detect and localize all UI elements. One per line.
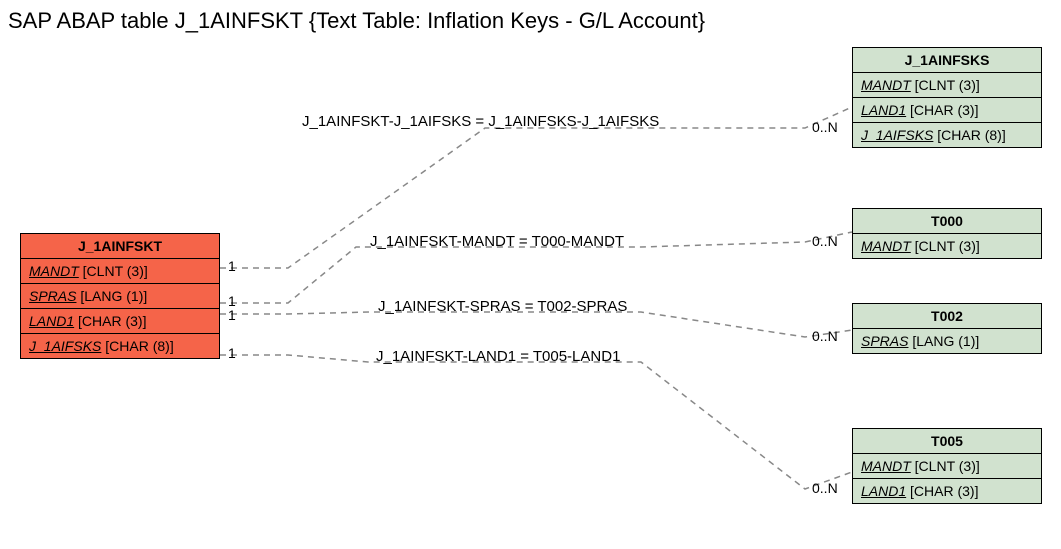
cardinality-right: 0..N — [812, 119, 838, 135]
entity-header: J_1AINFSKT — [21, 234, 219, 259]
cardinality-left: 1 — [228, 258, 236, 274]
entity-field: J_1AIFSKS [CHAR (8)] — [21, 334, 219, 358]
entity-header: J_1AINFSKS — [853, 48, 1041, 73]
entity-j1ainfsks: J_1AINFSKS MANDT [CLNT (3)] LAND1 [CHAR … — [852, 47, 1042, 148]
entity-t002: T002 SPRAS [LANG (1)] — [852, 303, 1042, 354]
entity-header: T002 — [853, 304, 1041, 329]
cardinality-right: 0..N — [812, 328, 838, 344]
relation-label: J_1AINFSKT-J_1AIFSKS = J_1AINFSKS-J_1AIF… — [302, 113, 659, 130]
entity-t005: T005 MANDT [CLNT (3)] LAND1 [CHAR (3)] — [852, 428, 1042, 504]
cardinality-left: 1 — [228, 345, 236, 361]
entity-field: LAND1 [CHAR (3)] — [21, 309, 219, 334]
entity-j1ainfskt: J_1AINFSKT MANDT [CLNT (3)] SPRAS [LANG … — [20, 233, 220, 359]
cardinality-right: 0..N — [812, 480, 838, 496]
entity-field: LAND1 [CHAR (3)] — [853, 479, 1041, 503]
relation-label: J_1AINFSKT-SPRAS = T002-SPRAS — [378, 298, 627, 315]
page-title: SAP ABAP table J_1AINFSKT {Text Table: I… — [8, 8, 705, 34]
entity-header: T000 — [853, 209, 1041, 234]
entity-field: LAND1 [CHAR (3)] — [853, 98, 1041, 123]
relation-label: J_1AINFSKT-LAND1 = T005-LAND1 — [376, 348, 620, 365]
entity-header: T005 — [853, 429, 1041, 454]
entity-field: MANDT [CLNT (3)] — [853, 454, 1041, 479]
entity-field: SPRAS [LANG (1)] — [853, 329, 1041, 353]
entity-field: SPRAS [LANG (1)] — [21, 284, 219, 309]
entity-field: J_1AIFSKS [CHAR (8)] — [853, 123, 1041, 147]
entity-field: MANDT [CLNT (3)] — [21, 259, 219, 284]
entity-field: MANDT [CLNT (3)] — [853, 73, 1041, 98]
entity-field: MANDT [CLNT (3)] — [853, 234, 1041, 258]
cardinality-left: 1 — [228, 307, 236, 323]
relation-label: J_1AINFSKT-MANDT = T000-MANDT — [370, 233, 624, 250]
entity-t000: T000 MANDT [CLNT (3)] — [852, 208, 1042, 259]
cardinality-right: 0..N — [812, 233, 838, 249]
